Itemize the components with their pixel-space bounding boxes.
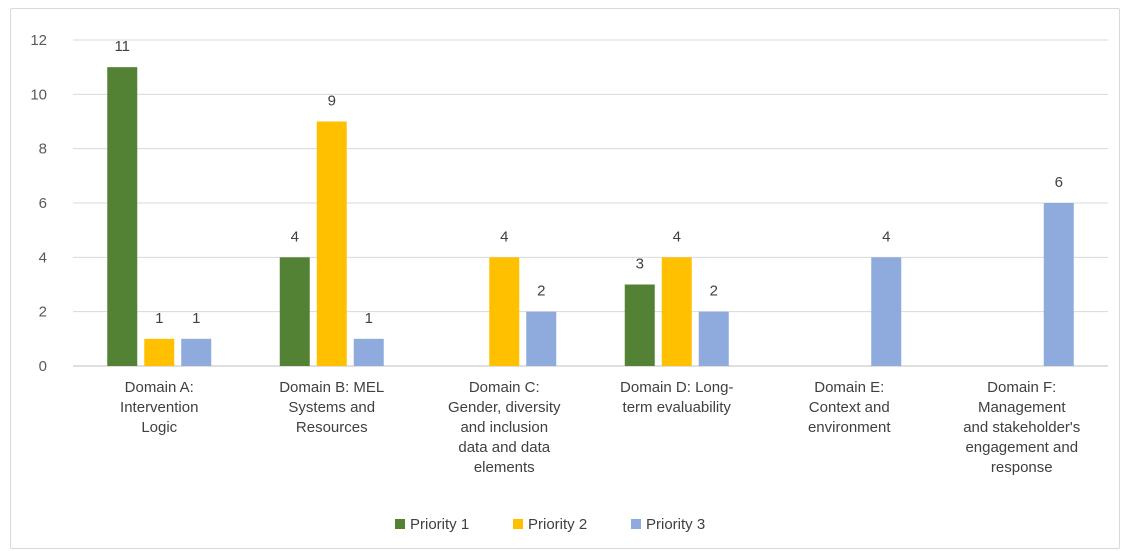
bar	[317, 122, 347, 367]
data-label: 2	[537, 283, 545, 300]
category-labels: Domain A: Intervention Logic Domain B: MEL S…	[120, 379, 1080, 476]
legend-label: Priority 1	[410, 516, 469, 533]
bar	[354, 339, 384, 366]
category-label: Domain F: Management and stakeholder's enga…	[963, 379, 1080, 476]
category-label: Domain E: Context and environment	[808, 379, 891, 436]
category-label: Domain B: MEL Systems and Resources	[279, 379, 384, 436]
bars	[107, 67, 1074, 366]
bar	[1044, 203, 1074, 366]
y-tick-label: 12	[30, 32, 47, 49]
bar	[662, 257, 692, 366]
bar	[871, 257, 901, 366]
category-label: Domain D: Long-term evaluability	[620, 379, 733, 416]
legend-label: Priority 2	[528, 516, 587, 533]
y-tick-label: 0	[39, 358, 47, 375]
data-label: 3	[636, 256, 644, 273]
legend-swatch	[395, 519, 405, 529]
legend-swatch	[513, 519, 523, 529]
bar	[489, 257, 519, 366]
data-label: 1	[365, 310, 373, 327]
data-label: 4	[291, 228, 299, 245]
bar	[280, 257, 310, 366]
bar	[144, 339, 174, 366]
bar	[181, 339, 211, 366]
category-label: Domain C: Gender, diversity and inclusion d…	[448, 379, 561, 476]
data-label: 11	[114, 38, 130, 55]
bar	[699, 312, 729, 366]
y-tick-label: 10	[30, 86, 47, 103]
gridlines	[73, 40, 1108, 366]
y-tick-label: 4	[39, 249, 47, 266]
data-label: 2	[710, 283, 718, 300]
legend: Priority 1 Priority 2 Priority 3	[395, 516, 705, 533]
category-label: Domain A: Intervention Logic	[120, 379, 198, 436]
data-label: 6	[1055, 174, 1063, 191]
legend-label: Priority 3	[646, 516, 705, 533]
bar	[526, 312, 556, 366]
y-tick-label: 6	[39, 195, 47, 212]
y-axis-ticks: 0 2 4 6 8 10 12	[30, 32, 47, 375]
data-label: 9	[328, 93, 336, 110]
bar	[625, 285, 655, 367]
data-label: 4	[673, 228, 681, 245]
y-tick-label: 2	[39, 304, 47, 321]
data-label: 4	[882, 228, 890, 245]
y-tick-label: 8	[39, 141, 47, 158]
bar	[107, 67, 137, 366]
data-label: 1	[155, 310, 163, 327]
data-label: 1	[192, 310, 200, 327]
data-label: 4	[500, 228, 508, 245]
legend-swatch	[631, 519, 641, 529]
